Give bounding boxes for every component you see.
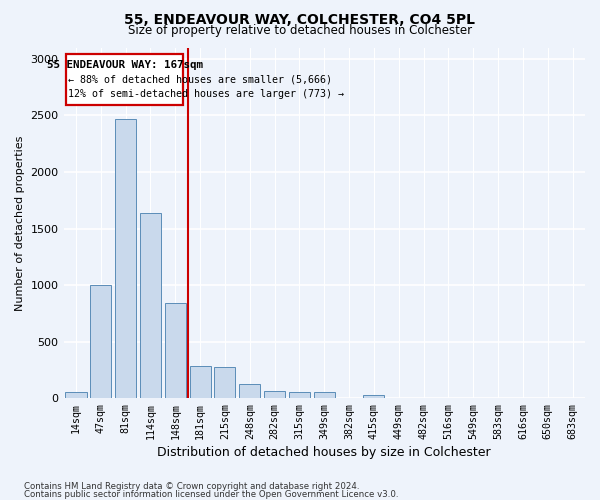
Bar: [115, 119, 136, 398]
Text: ← 88% of detached houses are smaller (5,666): ← 88% of detached houses are smaller (5,…: [68, 74, 332, 85]
Bar: [165, 302, 186, 398]
FancyBboxPatch shape: [65, 54, 184, 105]
Y-axis label: Number of detached properties: Number of detached properties: [15, 135, 25, 310]
Text: 12% of semi-detached houses are larger (773) →: 12% of semi-detached houses are larger (…: [68, 89, 344, 99]
Bar: [214, 367, 235, 398]
Text: 55, ENDEAVOUR WAY, COLCHESTER, CO4 5PL: 55, ENDEAVOUR WAY, COLCHESTER, CO4 5PL: [125, 12, 476, 26]
Bar: [90, 285, 112, 398]
Bar: [264, 391, 285, 398]
Bar: [65, 392, 86, 398]
Text: Contains public sector information licensed under the Open Government Licence v3: Contains public sector information licen…: [24, 490, 398, 499]
Text: 55 ENDEAVOUR WAY: 167sqm: 55 ENDEAVOUR WAY: 167sqm: [47, 60, 203, 70]
Bar: [140, 212, 161, 398]
Bar: [239, 384, 260, 398]
Bar: [289, 392, 310, 398]
Bar: [364, 395, 385, 398]
Bar: [314, 392, 335, 398]
Text: Size of property relative to detached houses in Colchester: Size of property relative to detached ho…: [128, 24, 472, 37]
X-axis label: Distribution of detached houses by size in Colchester: Distribution of detached houses by size …: [157, 446, 491, 459]
Text: Contains HM Land Registry data © Crown copyright and database right 2024.: Contains HM Land Registry data © Crown c…: [24, 482, 359, 491]
Bar: [190, 366, 211, 398]
